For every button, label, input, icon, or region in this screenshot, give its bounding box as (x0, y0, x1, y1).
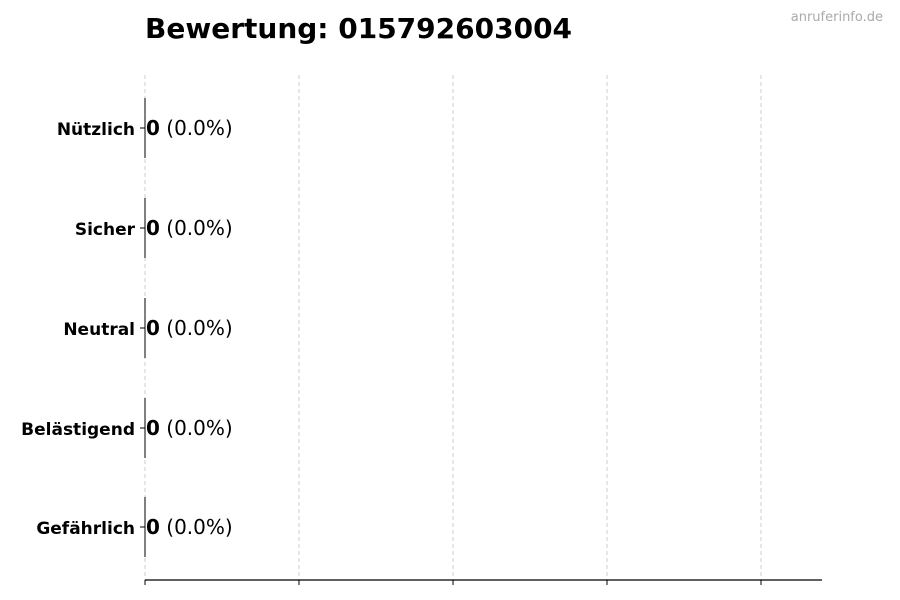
chart-title: Bewertung: 015792603004 (145, 12, 573, 45)
y-tick-label: Neutral (63, 320, 135, 340)
y-tick-label: Nützlich (57, 120, 135, 140)
data-label-count: 0 (146, 416, 160, 440)
data-label: 0 (0.0%) (146, 316, 233, 340)
y-tick-label: Belästigend (21, 420, 135, 440)
data-label-percent: (0.0%) (160, 416, 233, 440)
data-label-count: 0 (146, 515, 160, 539)
data-label: 0 (0.0%) (146, 416, 233, 440)
data-label-count: 0 (146, 316, 160, 340)
data-label-percent: (0.0%) (160, 216, 233, 240)
data-label-count: 0 (146, 216, 160, 240)
data-label-percent: (0.0%) (160, 515, 233, 539)
data-label-percent: (0.0%) (160, 116, 233, 140)
data-label-count: 0 (146, 116, 160, 140)
data-label: 0 (0.0%) (146, 216, 233, 240)
y-tick-label: Sicher (75, 220, 136, 240)
data-label-percent: (0.0%) (160, 316, 233, 340)
y-tick-label: Gefährlich (36, 519, 135, 539)
data-label: 0 (0.0%) (146, 116, 233, 140)
watermark: anruferinfo.de (790, 10, 883, 25)
data-label: 0 (0.0%) (146, 515, 233, 539)
